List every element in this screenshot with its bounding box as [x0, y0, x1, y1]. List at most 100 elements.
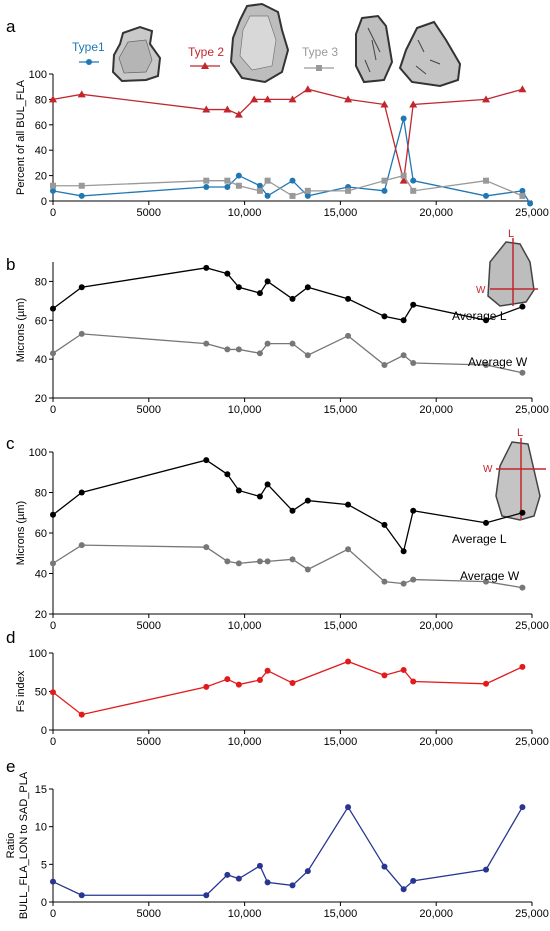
data-point: [519, 192, 526, 199]
y-axis-label: Ratio: [5, 833, 17, 859]
data-point: [264, 558, 271, 565]
data-point: [400, 317, 407, 324]
y-tick-label: 80: [35, 94, 47, 106]
panel-label-b: b: [6, 255, 15, 274]
data-point: [234, 110, 243, 118]
data-point: [50, 305, 56, 312]
data-point: [400, 580, 407, 587]
series-line: [52, 544, 523, 589]
data-point: [77, 90, 86, 98]
x-tick-label: 0: [50, 736, 56, 748]
x-tick-label: 5000: [137, 620, 161, 632]
data-point: [519, 187, 526, 194]
data-point: [49, 95, 57, 103]
data-point: [203, 340, 210, 347]
data-point: [78, 489, 85, 496]
chart-panel-b: 20 40 60 80 0 5000 10,000 15,000 20,000 25,000 Mic…: [15, 262, 549, 416]
series-average-w: [50, 542, 526, 591]
x-tick-label: 15,000: [324, 207, 358, 219]
data-point: [483, 866, 490, 873]
x-tick-label: 0: [50, 404, 56, 416]
data-point: [482, 95, 491, 103]
y-axis-label: Fs index: [15, 670, 27, 712]
y-axis-label: Percent of all BUL_FLA: [15, 79, 27, 195]
data-point: [483, 519, 490, 526]
data-point: [344, 95, 353, 103]
data-point: [410, 301, 417, 308]
data-point: [483, 177, 490, 184]
data-point: [400, 666, 407, 673]
x-tick-label: 25,000: [515, 207, 549, 219]
data-point: [289, 340, 296, 347]
legend-label: Type 2: [188, 45, 224, 59]
x-tick-label: 5000: [137, 908, 161, 920]
x-tick-label: 10,000: [228, 620, 262, 632]
y-axis-label: BULL_FLA_LON to SAD_PLA: [18, 771, 30, 919]
inset-label-l-c: L: [517, 427, 523, 439]
data-point: [203, 457, 210, 464]
panel-label-a: a: [6, 17, 16, 36]
data-point: [256, 493, 263, 500]
data-point: [304, 284, 311, 291]
data-point: [410, 678, 417, 685]
inset-shape-b: L W: [476, 228, 538, 307]
y-tick-label: 10: [35, 822, 47, 834]
data-point: [410, 360, 417, 367]
x-tick-label: 10,000: [228, 908, 262, 920]
data-point: [519, 303, 526, 310]
data-point: [224, 676, 231, 683]
data-point: [410, 177, 417, 184]
data-point: [235, 172, 242, 179]
y-axis-label: Microns (µm): [15, 298, 27, 362]
y-tick-label: 20: [35, 171, 47, 183]
data-point: [483, 317, 490, 324]
y-tick-label: 0: [41, 897, 47, 909]
data-point: [381, 521, 388, 528]
y-tick-label: 100: [29, 648, 47, 660]
y-tick-label: 40: [35, 145, 47, 157]
y-tick-label: 60: [35, 315, 47, 327]
data-point: [289, 507, 296, 514]
y-tick-label: 0: [41, 725, 47, 737]
x-tick-label: 25,000: [515, 404, 549, 416]
x-tick-label: 20,000: [419, 908, 453, 920]
series-average-l: [50, 457, 526, 555]
data-point: [304, 497, 311, 504]
panel-label-d: d: [6, 628, 15, 647]
x-tick-label: 0: [50, 620, 56, 632]
data-point: [264, 879, 271, 886]
x-tick-label: 5000: [137, 736, 161, 748]
x-tick-label: 5000: [137, 207, 161, 219]
x-tick-label: 20,000: [419, 207, 453, 219]
data-point: [304, 187, 311, 194]
data-point: [224, 177, 231, 184]
data-point: [224, 346, 231, 353]
y-tick-label: 100: [29, 447, 47, 459]
series-average-w: [50, 330, 526, 376]
y-tick-label: 5: [41, 859, 47, 871]
x-tick-label: 15,000: [324, 404, 358, 416]
chart-panel-d: 0 50 100 0 5000 10,000 15,000 20,000 25,000 Fs in…: [15, 648, 549, 748]
y-tick-label: 60: [35, 120, 47, 132]
data-point: [304, 868, 311, 875]
data-point: [345, 501, 352, 508]
data-point: [410, 576, 417, 583]
data-point: [400, 352, 407, 359]
data-point: [78, 892, 85, 899]
data-point: [78, 182, 85, 189]
data-point: [519, 584, 526, 591]
y-tick-label: 40: [35, 569, 47, 581]
data-point: [50, 511, 56, 518]
data-point: [400, 886, 407, 893]
data-point: [289, 882, 296, 889]
y-tick-label: 40: [35, 354, 47, 366]
x-tick-label: 15,000: [324, 736, 358, 748]
data-point: [304, 192, 311, 199]
y-tick-label: 100: [29, 69, 47, 81]
data-point: [345, 332, 352, 339]
x-tick-label: 25,000: [515, 620, 549, 632]
inset-shape-c: L W: [483, 427, 546, 521]
data-point: [381, 177, 388, 184]
data-point: [345, 658, 352, 665]
data-point: [518, 85, 527, 93]
